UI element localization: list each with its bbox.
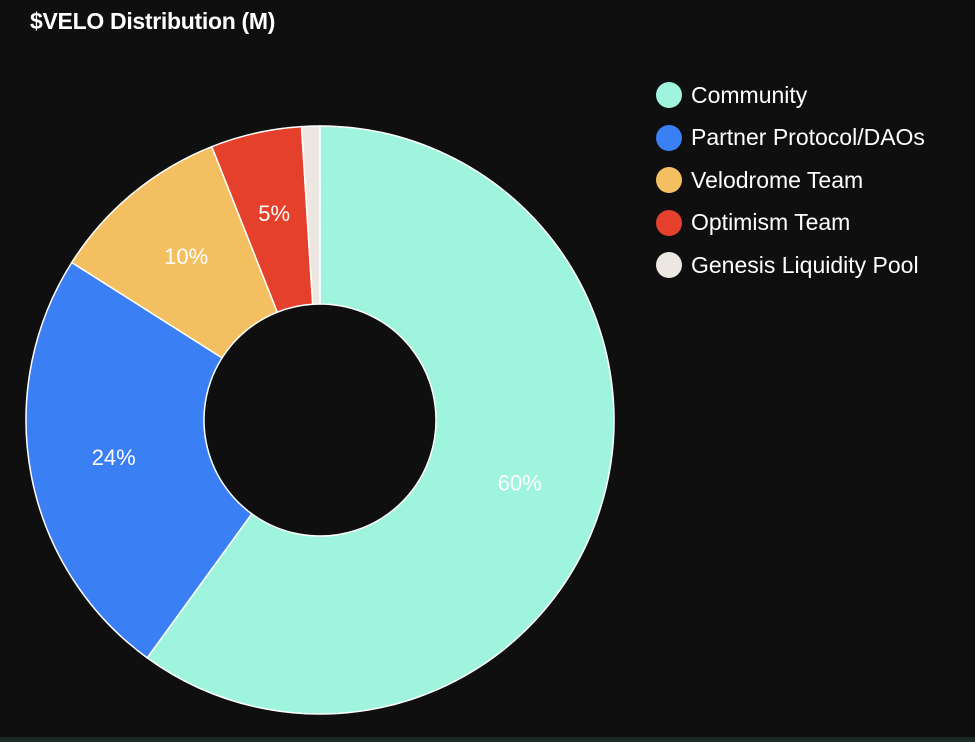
legend-label: Community	[691, 81, 808, 108]
legend-swatch	[656, 167, 682, 194]
legend-swatch	[656, 209, 682, 236]
bottom-strip	[0, 737, 975, 742]
slice-label-velodrome-team: 10%	[164, 244, 208, 269]
legend-label: Optimism Team	[691, 209, 851, 236]
slice-label-optimism-team: 5%	[258, 201, 290, 226]
slice-community	[146, 125, 615, 715]
slice-label-community: 60%	[498, 471, 542, 496]
legend-label: Velodrome Team	[691, 166, 864, 193]
slice-label-partner-protocol-daos: 24%	[92, 445, 136, 470]
chart-legend: Community Partner Protocol/DAOs Velodrom…	[656, 74, 925, 287]
legend-swatch	[656, 82, 682, 109]
slice-partner-protocol-daos	[25, 261, 253, 659]
legend-swatch	[656, 124, 682, 151]
legend-label: Genesis Liquidity Pool	[691, 251, 919, 278]
chart-title: $VELO Distribution (M)	[30, 8, 276, 34]
legend-item-community: Community	[656, 74, 925, 117]
slice-genesis-liquidity-pool	[300, 125, 321, 306]
legend-item-velodrome-team: Velodrome Team	[656, 159, 925, 202]
legend-item-optimism-team: Optimism Team	[656, 202, 925, 245]
legend-item-genesis-liquidity-pool: Genesis Liquidity Pool	[656, 244, 925, 287]
legend-label: Partner Protocol/DAOs	[691, 124, 925, 151]
legend-item-partner-protocol-daos: Partner Protocol/DAOs	[656, 117, 925, 160]
legend-swatch	[656, 252, 682, 279]
